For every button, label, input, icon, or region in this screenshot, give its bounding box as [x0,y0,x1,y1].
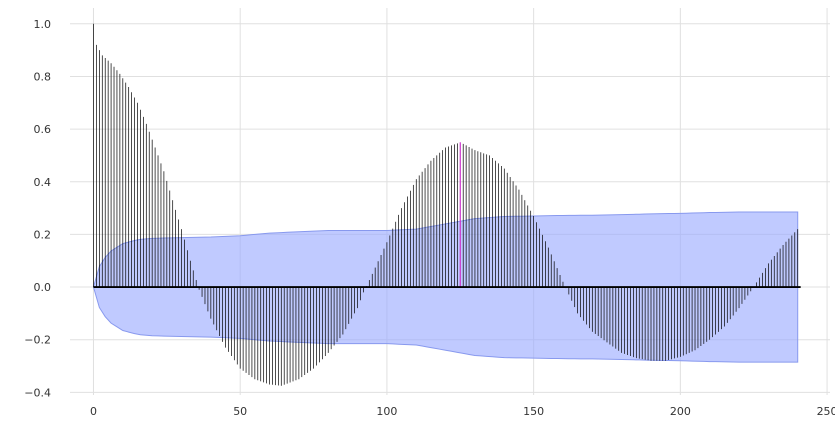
acf-stems [93,23,799,386]
x-tick-labels: 0 50 100 150 200 250 [90,405,835,418]
y-tick-label: 0.4 [34,176,52,189]
y-tick-labels: −0.4 −0.2 0.0 0.2 0.4 0.6 0.8 1.0 [24,18,51,400]
x-tick-label: 50 [233,405,247,418]
y-tick-label: 1.0 [34,18,52,31]
x-tick-label: 200 [670,405,691,418]
y-tick-label: 0.6 [34,123,52,136]
y-tick-label: 0.2 [34,228,52,241]
x-tick-label: 100 [376,405,397,418]
y-tick-label: −0.2 [24,334,51,347]
y-tick-label: 0.0 [34,281,52,294]
y-tick-label: 0.8 [34,70,52,83]
y-tick-label: −0.4 [24,386,51,399]
x-tick-label: 0 [90,405,97,418]
x-tick-label: 150 [523,405,544,418]
x-tick-label: 250 [817,405,835,418]
